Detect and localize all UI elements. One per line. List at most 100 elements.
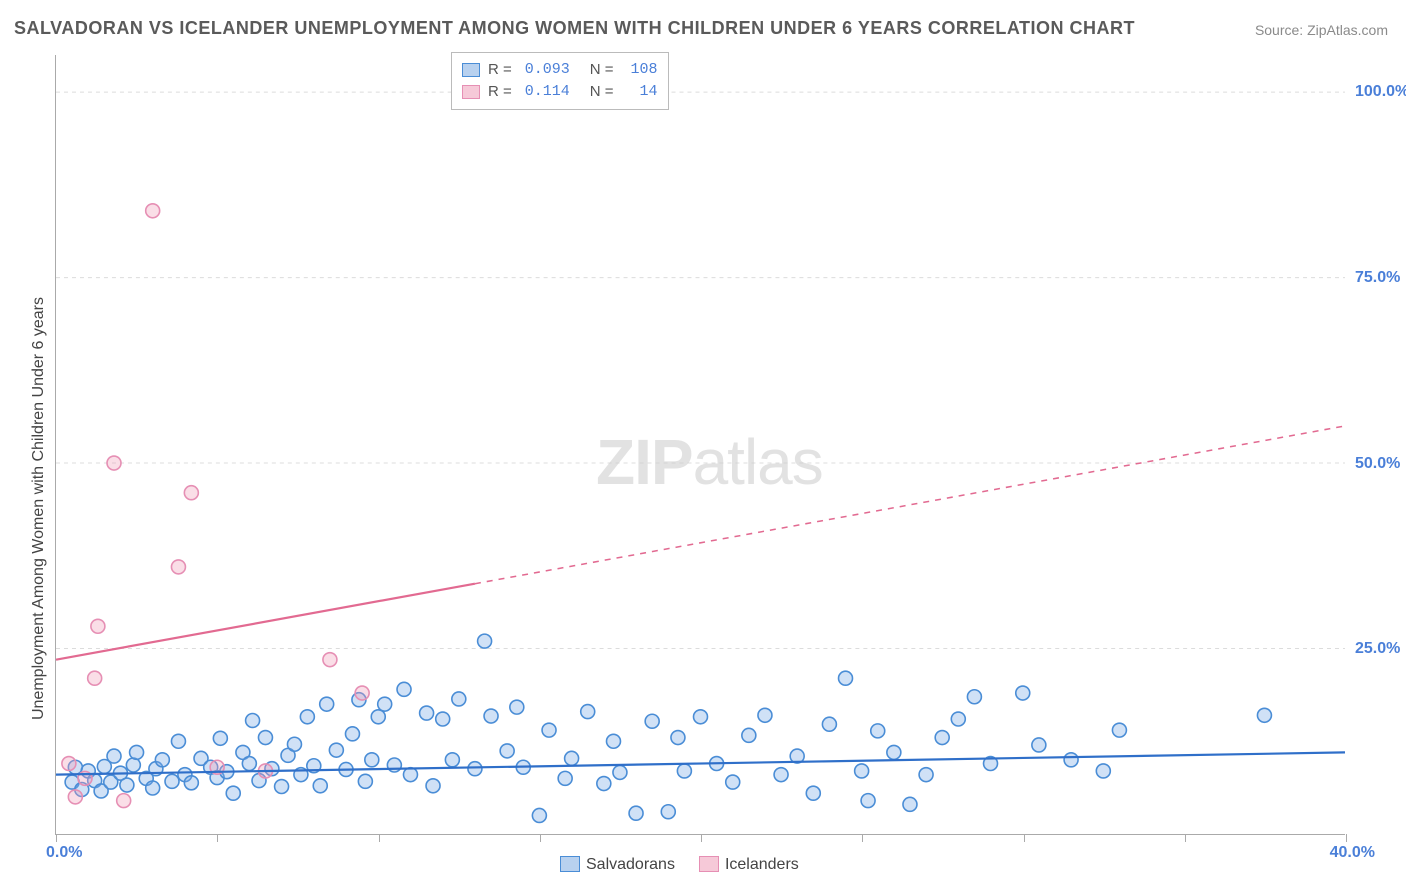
x-tick — [1024, 834, 1025, 842]
data-point — [300, 710, 314, 724]
x-tick — [701, 834, 702, 842]
r-value: 0.093 — [520, 59, 570, 81]
data-point — [758, 708, 772, 722]
data-point — [1032, 738, 1046, 752]
data-point — [426, 779, 440, 793]
data-point — [275, 780, 289, 794]
data-point — [130, 745, 144, 759]
data-point — [855, 764, 869, 778]
data-point — [581, 705, 595, 719]
data-point — [468, 762, 482, 776]
legend-swatch — [462, 85, 480, 99]
n-label: N = — [590, 81, 614, 103]
data-point — [1096, 764, 1110, 778]
chart-title: SALVADORAN VS ICELANDER UNEMPLOYMENT AMO… — [14, 18, 1135, 39]
data-point — [146, 204, 160, 218]
data-point — [146, 781, 160, 795]
r-value: 0.114 — [520, 81, 570, 103]
data-point — [919, 768, 933, 782]
data-point — [155, 753, 169, 767]
data-point — [671, 731, 685, 745]
plot-svg — [56, 55, 1345, 834]
data-point — [445, 753, 459, 767]
data-point — [742, 728, 756, 742]
data-point — [287, 737, 301, 751]
data-point — [887, 745, 901, 759]
data-point — [355, 686, 369, 700]
data-point — [861, 794, 875, 808]
data-point — [371, 710, 385, 724]
legend-item: Icelanders — [699, 856, 799, 874]
x-tick — [1185, 834, 1186, 842]
legend-swatch — [560, 856, 580, 872]
data-point — [558, 771, 572, 785]
x-tick — [862, 834, 863, 842]
data-point — [165, 774, 179, 788]
correlation-legend-box: R = 0.093 N = 108 R = 0.114 N = 14 — [451, 52, 669, 110]
data-point — [323, 653, 337, 667]
data-point — [694, 710, 708, 724]
data-point — [320, 697, 334, 711]
data-point — [397, 682, 411, 696]
data-point — [120, 778, 134, 792]
data-point — [967, 690, 981, 704]
data-point — [951, 712, 965, 726]
data-point — [436, 712, 450, 726]
data-point — [774, 768, 788, 782]
x-tick — [540, 834, 541, 842]
correlation-row: R = 0.093 N = 108 — [462, 59, 658, 81]
data-point — [107, 456, 121, 470]
data-point — [484, 709, 498, 723]
data-point — [358, 774, 372, 788]
data-point — [171, 734, 185, 748]
data-point — [935, 731, 949, 745]
data-point — [107, 749, 121, 763]
data-point — [313, 779, 327, 793]
data-point — [871, 724, 885, 738]
data-point — [1112, 723, 1126, 737]
y-tick-label: 100.0% — [1355, 83, 1406, 101]
legend-swatch — [699, 856, 719, 872]
data-point — [365, 753, 379, 767]
data-point — [478, 634, 492, 648]
data-point — [258, 731, 272, 745]
data-point — [378, 697, 392, 711]
data-point — [645, 714, 659, 728]
x-axis-min-label: 0.0% — [46, 844, 82, 862]
legend-item: Salvadorans — [560, 856, 675, 874]
data-point — [345, 727, 359, 741]
n-value: 108 — [622, 59, 658, 81]
y-tick-label: 25.0% — [1355, 640, 1406, 658]
x-axis-max-label: 40.0% — [1330, 844, 1375, 862]
source-attribution: Source: ZipAtlas.com — [1255, 22, 1388, 38]
data-point — [613, 765, 627, 779]
n-label: N = — [590, 59, 614, 81]
y-axis-label: Unemployment Among Women with Children U… — [30, 297, 48, 720]
r-label: R = — [488, 81, 512, 103]
data-point — [420, 706, 434, 720]
data-point — [68, 790, 82, 804]
r-label: R = — [488, 59, 512, 81]
correlation-chart: SALVADORAN VS ICELANDER UNEMPLOYMENT AMO… — [0, 0, 1406, 892]
legend-swatch — [462, 63, 480, 77]
series-legend: Salvadorans Icelanders — [560, 856, 799, 874]
y-tick-label: 50.0% — [1355, 455, 1406, 473]
data-point — [606, 734, 620, 748]
data-point — [1257, 708, 1271, 722]
data-point — [510, 700, 524, 714]
x-tick — [379, 834, 380, 842]
data-point — [246, 713, 260, 727]
x-tick — [56, 834, 57, 842]
n-value: 14 — [622, 81, 658, 103]
data-point — [661, 805, 675, 819]
data-point — [629, 806, 643, 820]
data-point — [226, 786, 240, 800]
data-point — [1016, 686, 1030, 700]
data-point — [91, 619, 105, 633]
data-point — [903, 797, 917, 811]
data-point — [329, 743, 343, 757]
data-point — [62, 757, 76, 771]
data-point — [184, 776, 198, 790]
data-point — [213, 731, 227, 745]
data-point — [726, 775, 740, 789]
